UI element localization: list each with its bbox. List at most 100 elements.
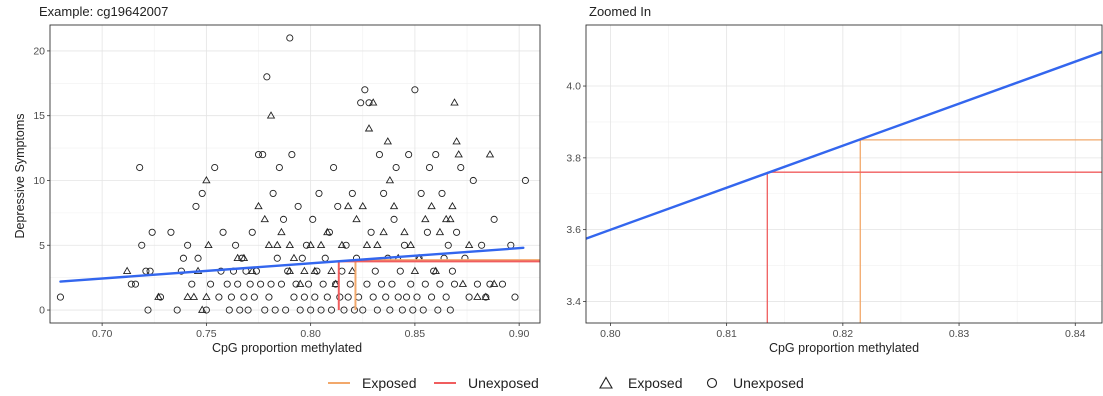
point-unexposed [292,280,300,288]
point-unexposed [377,280,386,288]
point-unexposed [271,306,279,314]
point-unexposed [234,280,242,288]
point-exposed [331,279,340,287]
point-unexposed [430,267,438,275]
legend-label-line-unexposed: Unexposed [468,375,539,391]
point-unexposed [307,306,315,314]
point-exposed [446,214,455,223]
point-unexposed [323,293,331,301]
point-exposed [452,137,461,145]
point-unexposed [373,306,381,314]
point-exposed [204,240,213,249]
point-unexposed [311,293,319,301]
point-unexposed [265,293,273,301]
fit-line [59,246,525,283]
point-unexposed [192,202,200,210]
point-unexposed [411,86,419,94]
right-x-axis-title: CpG proportion methylated [769,341,919,355]
point-unexposed [261,306,269,314]
point-unexposed [334,202,342,210]
point-unexposed [131,280,140,288]
point-unexposed [446,306,454,314]
point-unexposed [302,241,311,249]
point-unexposed [367,228,375,236]
point-exposed [448,201,457,210]
point-unexposed [394,293,402,301]
point-unexposed [478,241,486,249]
point-exposed [389,201,399,210]
point-unexposed [167,228,175,236]
point-unexposed [202,306,210,314]
point-exposed [464,240,474,249]
point-unexposed [282,306,290,314]
point-unexposed [357,99,365,107]
panel-border [585,24,1103,324]
point-exposed [266,111,276,119]
point-unexposed [223,280,231,288]
point-exposed [368,98,378,106]
point-unexposed [257,280,265,288]
point-unexposed [498,280,507,288]
point-unexposed [279,215,288,223]
point-exposed [289,253,299,262]
point-unexposed [405,151,413,159]
left-panel: 0.70 0.75 0.80 0.85 0.90 0 5 10 15 20 [33,24,541,340]
point-unexposed [400,241,409,249]
point-unexposed [263,73,271,81]
point-unexposed [521,176,529,185]
x-tick-label: 0.80 [300,328,321,340]
point-exposed [362,240,372,249]
point-unexposed [173,306,181,314]
point-unexposed [275,163,283,172]
y-tick-label: 3.4 [566,296,581,308]
point-unexposed [469,176,477,185]
point-unexposed [179,254,187,262]
point-exposed [364,124,374,132]
point-exposed [373,240,382,249]
left-y-axis-title: Depressive Symptoms [13,113,27,238]
point-unexposed [284,267,292,275]
x-tick-label: 0.85 [405,328,426,340]
point-exposed [189,292,199,300]
point-unexposed [371,267,379,275]
point-unexposed [156,293,165,301]
point-unexposed [277,280,285,288]
point-unexposed [457,163,465,172]
point-unexposed [434,306,442,314]
point-unexposed [344,293,352,301]
left-x-axis-title: CpG proportion methylated [212,341,362,355]
point-unexposed [148,228,156,236]
right-panel-title: Zoomed In [589,4,651,19]
point-unexposed [321,254,329,262]
point-unexposed [240,293,248,301]
y-tick-label: 4.0 [566,81,581,93]
point-unexposed [392,163,400,172]
point-unexposed [448,267,456,275]
point-exposed [202,175,211,184]
point-unexposed [146,267,154,275]
point-unexposed [313,267,321,275]
point-unexposed [325,228,333,236]
point-exposed [343,201,353,210]
point-unexposed [144,306,152,314]
point-exposed [122,266,132,274]
point-unexposed [428,293,436,301]
point-unexposed [490,215,498,223]
point-exposed [277,227,286,236]
point-unexposed [421,280,429,288]
point-unexposed [198,189,206,197]
point-unexposed [450,280,459,288]
point-unexposed [473,280,481,288]
legend: Exposed Unexposed Exposed Unexposed [328,375,804,391]
point-unexposed [438,189,446,197]
x-tick-label: 0.75 [196,328,217,340]
point-unexposed [290,293,298,301]
point-unexposed [317,306,325,314]
point-exposed [264,240,274,249]
point-unexposed [294,202,302,210]
point-unexposed [340,306,348,314]
point-unexposed [342,241,350,249]
point-unexposed [350,306,358,314]
right-panel: 0.80 0.81 0.82 0.83 0.84 3.4 3.6 3.8 4.0 [566,24,1103,340]
point-unexposed [336,293,344,301]
